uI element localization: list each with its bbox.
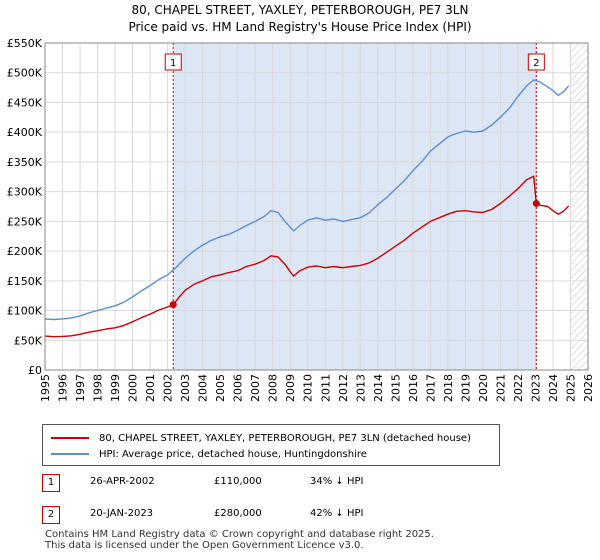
y-tick-label: £200K bbox=[7, 245, 43, 258]
x-tick-label: 1997 bbox=[74, 374, 87, 402]
x-tick-label: 2007 bbox=[249, 374, 262, 402]
x-tick-label: 2016 bbox=[407, 374, 420, 402]
sale-marker-box bbox=[527, 53, 545, 71]
y-tick-label: £50K bbox=[14, 334, 43, 347]
x-tick-label: 2008 bbox=[267, 374, 280, 402]
sale-price: £280,000 bbox=[214, 508, 262, 519]
sale-hpi-diff: 42% ↓ HPI bbox=[310, 508, 364, 519]
x-tick-label: 2018 bbox=[442, 374, 455, 402]
x-tick-label: 2026 bbox=[582, 374, 595, 402]
x-tick-label: 2024 bbox=[547, 374, 560, 402]
sale-hpi-diff: 34% ↓ HPI bbox=[310, 476, 364, 487]
y-tick-label: £500K bbox=[7, 67, 43, 80]
x-tick-label: 2014 bbox=[372, 374, 385, 402]
x-tick-label: 2010 bbox=[302, 374, 315, 402]
x-tick-label: 2009 bbox=[284, 374, 297, 402]
sale-row: 2 20-JAN-2023 £280,000 42% ↓ HPI bbox=[42, 506, 562, 526]
x-tick-label: 1999 bbox=[109, 374, 122, 402]
y-tick-label: £350K bbox=[7, 156, 43, 169]
y-tick-label: £300K bbox=[7, 186, 43, 199]
sale-date: 26-APR-2002 bbox=[90, 476, 155, 487]
x-tick-label: 1995 bbox=[39, 374, 52, 402]
y-tick-label: £400K bbox=[7, 126, 43, 139]
legend-label-hpi: HPI: Average price, detached house, Hunt… bbox=[99, 448, 367, 460]
y-tick-label: £550K bbox=[7, 37, 43, 50]
x-tick-label: 2013 bbox=[354, 374, 367, 402]
y-tick-label: £250K bbox=[7, 215, 43, 228]
y-tick-label: £450K bbox=[7, 96, 43, 109]
y-tick-label: £100K bbox=[7, 305, 43, 318]
x-tick-label: 2019 bbox=[459, 374, 472, 402]
x-tick-label: 2006 bbox=[232, 374, 245, 402]
sale-number-badge: 1 bbox=[42, 474, 60, 492]
legend-swatch-property bbox=[51, 437, 89, 439]
y-tick-label: £0 bbox=[28, 364, 42, 377]
x-tick-label: 2004 bbox=[197, 374, 210, 402]
legend-label-property: 80, CHAPEL STREET, YAXLEY, PETERBOROUGH,… bbox=[99, 432, 471, 444]
sale-number-badge: 2 bbox=[42, 506, 60, 524]
property-price-line bbox=[44, 175, 570, 338]
chart-subtitle: Price paid vs. HM Land Registry's House … bbox=[128, 20, 472, 34]
x-tick-label: 2003 bbox=[179, 374, 192, 402]
x-tick-label: 2017 bbox=[424, 374, 437, 402]
price-chart: 1 2 £0 £50K £100K £150K £200K £250K £300K £350K £… bbox=[7, 37, 595, 402]
x-tick-label: 2015 bbox=[389, 374, 402, 402]
ownership-shade bbox=[173, 43, 537, 370]
y-tick-label: £150K bbox=[7, 275, 43, 288]
sale-marker-label: 2 bbox=[533, 58, 539, 69]
x-tick-label: 2020 bbox=[477, 374, 490, 402]
x-tick-label: 1998 bbox=[92, 374, 105, 402]
x-tick-label: 2025 bbox=[564, 374, 577, 402]
x-tick-label: 2000 bbox=[127, 374, 140, 402]
legend-swatch-hpi bbox=[51, 453, 89, 455]
sale-point bbox=[532, 200, 540, 208]
sale-marker-label: 1 bbox=[170, 58, 176, 69]
hpi-line bbox=[44, 79, 570, 321]
x-tick-label: 2023 bbox=[529, 374, 542, 402]
sale-point bbox=[169, 301, 177, 309]
footer-copyright: Contains HM Land Registry data © Crown c… bbox=[45, 529, 434, 540]
x-tick-label: 2005 bbox=[214, 374, 227, 402]
footer-licence: This data is licensed under the Open Gov… bbox=[45, 540, 364, 551]
x-tick-label: 2001 bbox=[144, 374, 157, 402]
future-hatch bbox=[570, 43, 588, 370]
sale-marker-box bbox=[164, 53, 182, 71]
x-tick-label: 2022 bbox=[512, 374, 525, 402]
sale-price: £110,000 bbox=[214, 476, 262, 487]
chart-title: 80, CHAPEL STREET, YAXLEY, PETERBOROUGH,… bbox=[0, 2, 600, 36]
sale-date: 20-JAN-2023 bbox=[90, 508, 154, 519]
sale-row: 1 26-APR-2002 £110,000 34% ↓ HPI bbox=[42, 474, 562, 494]
legend: 80, CHAPEL STREET, YAXLEY, PETERBOROUGH,… bbox=[42, 424, 500, 466]
x-tick-label: 2011 bbox=[319, 374, 332, 402]
legend-item-property: 80, CHAPEL STREET, YAXLEY, PETERBOROUGH,… bbox=[51, 430, 471, 446]
x-tick-label: 2002 bbox=[162, 374, 175, 402]
x-tick-label: 1996 bbox=[57, 374, 70, 402]
x-tick-label: 2021 bbox=[494, 374, 507, 402]
legend-item-hpi: HPI: Average price, detached house, Hunt… bbox=[51, 446, 367, 462]
chart-title-line: 80, CHAPEL STREET, YAXLEY, PETERBOROUGH,… bbox=[131, 3, 469, 17]
x-tick-label: 2012 bbox=[337, 374, 350, 402]
footer: Contains HM Land Registry data © Crown c… bbox=[45, 529, 434, 551]
plot-frame bbox=[44, 42, 589, 371]
